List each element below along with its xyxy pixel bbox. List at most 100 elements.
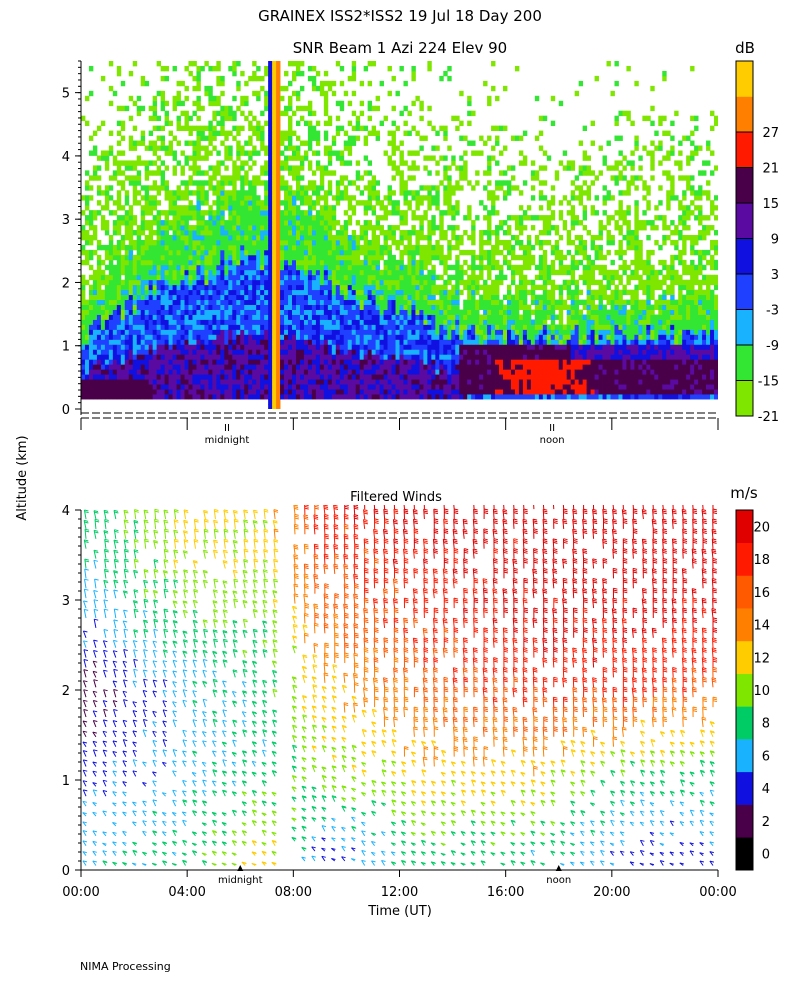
snr-cell [136, 304, 142, 310]
snr-cell [292, 155, 297, 161]
snr-cell [200, 200, 205, 206]
snr-cell [196, 249, 201, 256]
snr-cell [331, 324, 337, 330]
snr-cell [288, 319, 293, 325]
snr-cell [120, 294, 126, 301]
snr-cell [347, 319, 353, 325]
snr-cell [256, 334, 261, 340]
snr-cell [124, 324, 130, 330]
snr-cell [152, 160, 158, 166]
snr-cell [463, 215, 468, 221]
snr-cell [252, 254, 257, 261]
snr-cell [307, 185, 313, 191]
snr-cell [188, 299, 193, 305]
snr-cell [367, 105, 373, 112]
snr-cell [232, 180, 237, 186]
snr-cell [108, 369, 114, 375]
snr-cell [311, 75, 317, 82]
snr-cell [399, 210, 404, 216]
snr-cell [224, 259, 229, 266]
snr-cell [168, 205, 173, 211]
snr-cell [475, 389, 480, 395]
snr-cell [136, 180, 142, 186]
snr-cell [280, 210, 285, 216]
snr-cell [120, 185, 126, 191]
snr-cell [295, 180, 301, 186]
snr-cell [395, 314, 400, 320]
snr-cell [343, 239, 349, 246]
snr-cell [455, 359, 460, 365]
snr-cell [280, 220, 285, 226]
snr-cell [184, 324, 189, 330]
snr-cell [196, 190, 201, 196]
snr-cell [196, 314, 201, 320]
snr-cell [81, 230, 86, 236]
snr-cell [371, 279, 377, 286]
snr-cell [120, 299, 126, 305]
snr-cell [136, 190, 142, 196]
snr-cell [140, 239, 146, 246]
snr-cell [112, 264, 118, 271]
snr-cell [104, 394, 110, 400]
snr-cell [188, 180, 193, 186]
snr-cell [264, 284, 269, 291]
snr-cell [427, 359, 432, 365]
snr-cell [331, 259, 337, 266]
snr-cell [355, 274, 361, 281]
snr-cell [196, 95, 201, 102]
snr-cell [252, 354, 257, 360]
snr-cell [276, 389, 281, 395]
snr-cell [471, 354, 476, 360]
snr-cell [403, 120, 408, 127]
snr-cell [84, 354, 90, 360]
snr-cell [208, 319, 213, 325]
snr-cell [343, 259, 349, 266]
snr-cell [292, 90, 297, 97]
snr-cell [335, 155, 341, 161]
snr-cell [272, 239, 277, 246]
snr-cell [244, 170, 249, 176]
snr-cell [124, 279, 130, 286]
snr-cell [248, 324, 253, 330]
snr-cell [307, 259, 313, 266]
snr-cell [331, 235, 337, 241]
snr-cell [164, 235, 169, 241]
snr-cell [272, 145, 277, 151]
snr-cell [132, 309, 138, 315]
snr-cell [355, 185, 361, 191]
snr-cell [303, 369, 309, 375]
snr-cell [116, 180, 122, 186]
snr-cell [212, 125, 217, 131]
snr-cell [375, 225, 380, 231]
snr-cell [292, 190, 297, 196]
snr-cell [124, 210, 130, 216]
snr-cell [419, 304, 424, 310]
snr-cell [224, 200, 229, 206]
snr-cell [232, 269, 237, 276]
snr-cell [495, 160, 500, 166]
snr-cell [319, 90, 325, 97]
snr-cell [144, 314, 150, 320]
snr-cell [280, 349, 285, 355]
snr-cell [483, 389, 488, 395]
snr-cell [216, 314, 221, 320]
snr-cell [363, 249, 369, 256]
snr-cell [284, 369, 289, 375]
snr-cell [168, 364, 173, 370]
snr-cell [148, 314, 154, 320]
snr-cell [455, 180, 460, 186]
snr-cell [323, 384, 329, 390]
snr-cell [240, 349, 245, 355]
snr-cell [327, 394, 333, 400]
snr-cell [284, 279, 289, 286]
snr-cell [212, 185, 217, 191]
snr-cell [411, 299, 416, 305]
snr-cell [315, 389, 321, 395]
snr-cell [311, 359, 317, 365]
snr-cell [307, 394, 313, 400]
snr-cell [120, 135, 126, 141]
snr-cell [371, 244, 377, 251]
snr-cell [451, 230, 456, 236]
snr-cell [292, 225, 297, 231]
snr-cell [363, 359, 369, 365]
